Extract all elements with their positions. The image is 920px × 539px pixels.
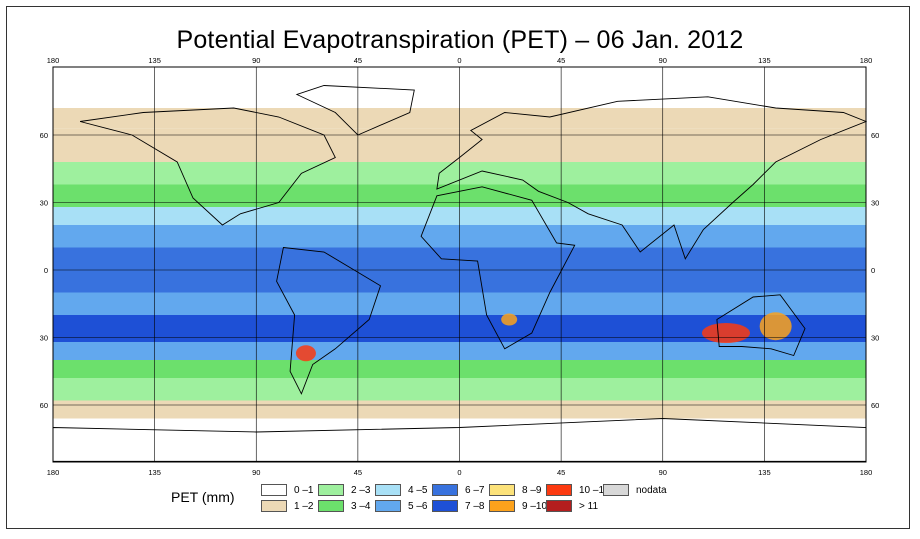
lat-tick-label: 0 xyxy=(871,266,875,275)
lat-tick-label: 30 xyxy=(871,199,879,208)
legend-swatch xyxy=(432,484,458,496)
continent-outline-1 xyxy=(276,247,382,395)
lon-tick-label: 0 xyxy=(457,468,461,477)
continent-outline-4 xyxy=(716,294,806,357)
lon-tick-label: 180 xyxy=(860,468,873,477)
lat-tick-label: 60 xyxy=(871,131,879,140)
legend-label: 1 –2 xyxy=(294,500,314,512)
legend-item: 6 –7 xyxy=(432,484,484,496)
lon-tick-label: 180 xyxy=(47,56,60,65)
lon-tick-label: 45 xyxy=(354,468,362,477)
legend-label: 7 –8 xyxy=(465,500,485,512)
lat-tick-label: 60 xyxy=(40,401,48,410)
legend-swatch xyxy=(318,500,344,512)
hotspot-1 xyxy=(759,312,792,341)
legend-label: > 11 xyxy=(579,500,598,512)
lat-tick-label: 30 xyxy=(871,334,879,343)
lon-tick-label: 90 xyxy=(252,468,260,477)
lon-tick-label: 180 xyxy=(47,468,60,477)
legend-label: 2 –3 xyxy=(351,484,371,496)
lon-tick-label: 45 xyxy=(354,56,362,65)
legend-label: 8 –9 xyxy=(522,484,542,496)
hotspot-2 xyxy=(295,345,316,362)
legend-swatch xyxy=(489,484,515,496)
legend-swatch xyxy=(318,484,344,496)
legend-item: 8 –9 xyxy=(489,484,541,496)
legend-label: 9 –10 xyxy=(522,500,548,512)
legend-item: 2 –3 xyxy=(318,484,370,496)
legend-swatch xyxy=(432,500,458,512)
lat-tick-label: 30 xyxy=(40,334,48,343)
legend-swatch xyxy=(546,484,572,496)
lon-tick-label: 180 xyxy=(860,56,873,65)
legend-item: 5 –6 xyxy=(375,500,427,512)
legend-swatch xyxy=(375,484,401,496)
legend-swatch xyxy=(489,500,515,512)
legend-label: 10 –11 xyxy=(579,484,609,496)
legend-item: 1 –2 xyxy=(261,500,313,512)
legend-label: nodata xyxy=(636,484,667,496)
map-title: Potential Evapotranspiration (PET) – 06 … xyxy=(176,26,744,54)
continent-outline-3 xyxy=(436,96,868,260)
legend-label: 5 –6 xyxy=(408,500,428,512)
lat-tick-label: 0 xyxy=(44,266,48,275)
legend-label: 4 –5 xyxy=(408,484,428,496)
land-outlines xyxy=(52,85,868,462)
legend-item: 7 –8 xyxy=(432,500,484,512)
legend-swatch xyxy=(546,500,572,512)
legend-item: 3 –4 xyxy=(318,500,370,512)
hotspot-3 xyxy=(501,313,518,326)
legend-title: PET (mm) xyxy=(171,489,235,505)
legend-label: 6 –7 xyxy=(465,484,485,496)
legend-swatch xyxy=(261,500,287,512)
legend-item: > 11 xyxy=(546,500,598,512)
legend-item: 9 –10 xyxy=(489,500,547,512)
legend-item: 10 –11 xyxy=(546,484,609,496)
lon-tick-label: 135 xyxy=(758,468,771,477)
lon-tick-label: 45 xyxy=(557,468,565,477)
legend-item: nodata xyxy=(603,484,667,496)
lon-tick-label: 90 xyxy=(659,468,667,477)
legend-item: 4 –5 xyxy=(375,484,427,496)
lon-tick-label: 90 xyxy=(659,56,667,65)
lon-tick-label: 135 xyxy=(758,56,771,65)
lat-tick-label: 60 xyxy=(40,131,48,140)
legend-label: 3 –4 xyxy=(351,500,371,512)
continent-outline-5 xyxy=(295,85,415,136)
legend-label: 0 –1 xyxy=(294,484,314,496)
legend-swatch xyxy=(261,484,287,496)
legend-item: 0 –1 xyxy=(261,484,313,496)
lat-tick-label: 60 xyxy=(871,401,879,410)
lon-tick-label: 135 xyxy=(148,56,161,65)
lat-tick-label: 30 xyxy=(40,199,48,208)
lon-tick-label: 0 xyxy=(457,56,461,65)
map-frame xyxy=(6,6,910,529)
continent-outline-0 xyxy=(79,107,336,226)
lon-tick-label: 45 xyxy=(557,56,565,65)
lon-tick-label: 135 xyxy=(148,468,161,477)
lon-tick-label: 90 xyxy=(252,56,260,65)
legend-swatch xyxy=(375,500,401,512)
continent-outline-2 xyxy=(420,186,576,350)
legend-swatch xyxy=(603,484,629,496)
hotspot-0 xyxy=(701,323,750,343)
